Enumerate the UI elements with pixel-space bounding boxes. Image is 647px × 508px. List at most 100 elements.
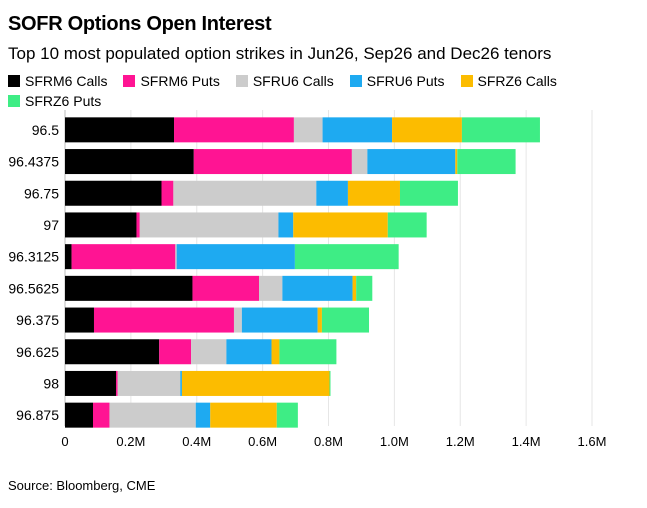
bar-segment-sfrz6-calls-97 (293, 212, 388, 238)
bar-segment-sfrz6-calls-96-625 (271, 339, 280, 365)
chart-title: SOFR Options Open Interest (8, 13, 272, 35)
legend-label: SFRU6 Calls (252, 73, 334, 89)
x-tick-label: 0.6M (248, 434, 277, 449)
bar-segment-sfrm6-calls-96-875 (65, 402, 93, 428)
bar-segment-sfru6-calls-96-375 (233, 307, 242, 333)
bar-segment-sfru6-calls-96-4375 (351, 149, 368, 175)
bar-chart: 96.5 96.4375 96.75 97 96.3125 96.5625 96.375 96… (8, 110, 606, 449)
chart-legend: SFRM6 Calls SFRM6 Puts SFRU6 Calls SFRU6 Pu… (8, 72, 628, 110)
bar-segment-sfru6-puts-97 (278, 212, 294, 238)
x-axis-tick-labels: 0 0.2M 0.4M 0.6M 0.8M 1.0M 1.2M 1.4M 1.6M (61, 434, 606, 449)
bar-segment-sfrz6-puts-96-5 (461, 117, 540, 143)
bar-segment-sfrz6-calls-96-75 (347, 180, 400, 206)
bar-segment-sfrm6-calls-96-5 (65, 117, 175, 143)
bar-segment-sfrm6-puts-96-4375 (193, 149, 352, 175)
category-label: 96.3125 (8, 249, 59, 265)
chart-subtitle: Top 10 most populated option strikes in … (8, 44, 552, 63)
bar-segment-sfrm6-puts-96-5625 (192, 275, 260, 301)
legend-label: SFRZ6 Calls (477, 73, 557, 89)
bar-segment-sfrm6-puts-98 (116, 370, 118, 396)
x-tick-label: 1.6M (578, 434, 607, 449)
bar-segment-sfrm6-calls-96-375 (65, 307, 94, 333)
bar-segment-sfrz6-puts-96-3125 (294, 244, 399, 270)
bar-segment-sfrm6-puts-96-875 (92, 402, 110, 428)
legend-label: SFRM6 Calls (25, 73, 108, 89)
bar-segment-sfrz6-calls-98 (181, 370, 330, 396)
category-labels: 96.5 96.4375 96.75 97 96.3125 96.5625 96.375 96… (8, 122, 59, 423)
category-label: 96.75 (24, 185, 59, 201)
x-tick-label: 0.2M (116, 434, 145, 449)
bar-segment-sfru6-calls-96-625 (191, 339, 227, 365)
bar-segment-sfru6-puts-96-5625 (282, 275, 353, 301)
source-note: Source: Bloomberg, CME (8, 478, 156, 493)
bar-segment-sfrz6-calls-96-4375 (455, 149, 458, 175)
bar-segment-sfrz6-puts-96-75 (399, 180, 458, 206)
legend-label: SFRM6 Puts (140, 73, 220, 89)
bar-segment-sfrz6-calls-96-5 (392, 117, 462, 143)
bar-segment-sfrz6-puts-96-875 (276, 402, 298, 428)
x-tick-label: 1.4M (512, 434, 541, 449)
bar-segment-sfru6-calls-96-5 (293, 117, 323, 143)
bar-segment-sfrz6-puts-96-625 (279, 339, 337, 365)
bar-segment-sfru6-puts-96-75 (316, 180, 348, 206)
bar-segment-sfrz6-calls-96-375 (317, 307, 322, 333)
bar-segment-sfrm6-calls-96-5625 (65, 275, 193, 301)
bar-segment-sfru6-puts-98 (180, 370, 182, 396)
bar-segment-sfrz6-calls-96-5625 (352, 275, 357, 301)
category-label: 96.5 (32, 122, 59, 138)
bar-segment-sfrm6-calls-96-625 (65, 339, 160, 365)
legend-label: SFRU6 Puts (366, 73, 445, 89)
bar-segment-sfru6-puts-96-5 (322, 117, 393, 143)
x-tick-label: 1.0M (380, 434, 409, 449)
bar-segment-sfrz6-puts-98 (329, 370, 331, 396)
bar-segment-sfrm6-calls-97 (65, 212, 137, 238)
x-tick-label: 0.8M (314, 434, 343, 449)
bar-segment-sfrm6-puts-96-375 (93, 307, 234, 333)
legend-item-sfrm6-calls: SFRM6 Calls (8, 72, 107, 90)
legend-swatch (8, 95, 20, 107)
bar-segment-sfrm6-puts-96-5 (174, 117, 294, 143)
bar-segment-sfru6-puts-96-625 (226, 339, 272, 365)
bar-segment-sfrz6-puts-96-5625 (356, 275, 373, 301)
legend-item-sfrz6-calls: SFRZ6 Calls (460, 72, 557, 90)
bar-segment-sfru6-puts-96-875 (195, 402, 211, 428)
bar-segment-sfru6-calls-96-5625 (259, 275, 283, 301)
legend-swatch (349, 75, 362, 87)
bar-segment-sfrz6-calls-96-875 (210, 402, 277, 428)
legend-item-sfrm6-puts: SFRM6 Puts (123, 72, 220, 90)
bar-segment-sfru6-calls-96-875 (109, 402, 196, 428)
bar-segment-sfrz6-puts-96-375 (321, 307, 370, 333)
bar-segment-sfrm6-puts-96-3125 (71, 244, 176, 270)
legend-swatch (8, 75, 20, 87)
bar-segment-sfru6-puts-96-3125 (176, 244, 295, 270)
bar-segment-sfru6-calls-97 (139, 212, 279, 238)
legend-swatch (123, 75, 136, 87)
x-tick-label: 0.4M (182, 434, 211, 449)
legend-item-sfru6-calls: SFRU6 Calls (235, 72, 334, 90)
bar-segment-sfrm6-calls-96-4375 (65, 149, 194, 175)
legend-swatch (460, 75, 473, 87)
category-label: 96.375 (16, 312, 59, 328)
bar-segment-sfrz6-puts-96-4375 (457, 149, 516, 175)
bar-segment-sfru6-calls-96-75 (173, 180, 317, 206)
bar-segment-sfrz6-puts-97 (387, 212, 427, 238)
bar-segment-sfrm6-calls-98 (65, 370, 117, 396)
category-label: 97 (43, 217, 59, 233)
category-label: 96.5625 (8, 280, 59, 296)
legend-label: SFRZ6 Puts (25, 93, 102, 109)
bar-segment-sfrm6-calls-96-75 (65, 180, 162, 206)
category-label: 96.625 (16, 344, 59, 360)
bar-segment-sfru6-puts-96-4375 (367, 149, 456, 175)
bar-segment-sfrm6-puts-97 (136, 212, 140, 238)
category-label: 96.4375 (8, 154, 59, 170)
legend-item-sfru6-puts: SFRU6 Puts (349, 72, 445, 90)
legend-swatch (235, 75, 248, 87)
bar-stacks (65, 117, 540, 428)
bar-segment-sfrm6-puts-96-75 (161, 180, 174, 206)
bar-segment-sfrm6-calls-96-3125 (65, 244, 72, 270)
bar-segment-sfru6-calls-96-3125 (175, 244, 177, 270)
bar-segment-sfrm6-puts-96-625 (159, 339, 192, 365)
x-tick-label: 1.2M (446, 434, 475, 449)
category-label: 98 (43, 375, 59, 391)
x-tick-label: 0 (61, 434, 68, 449)
